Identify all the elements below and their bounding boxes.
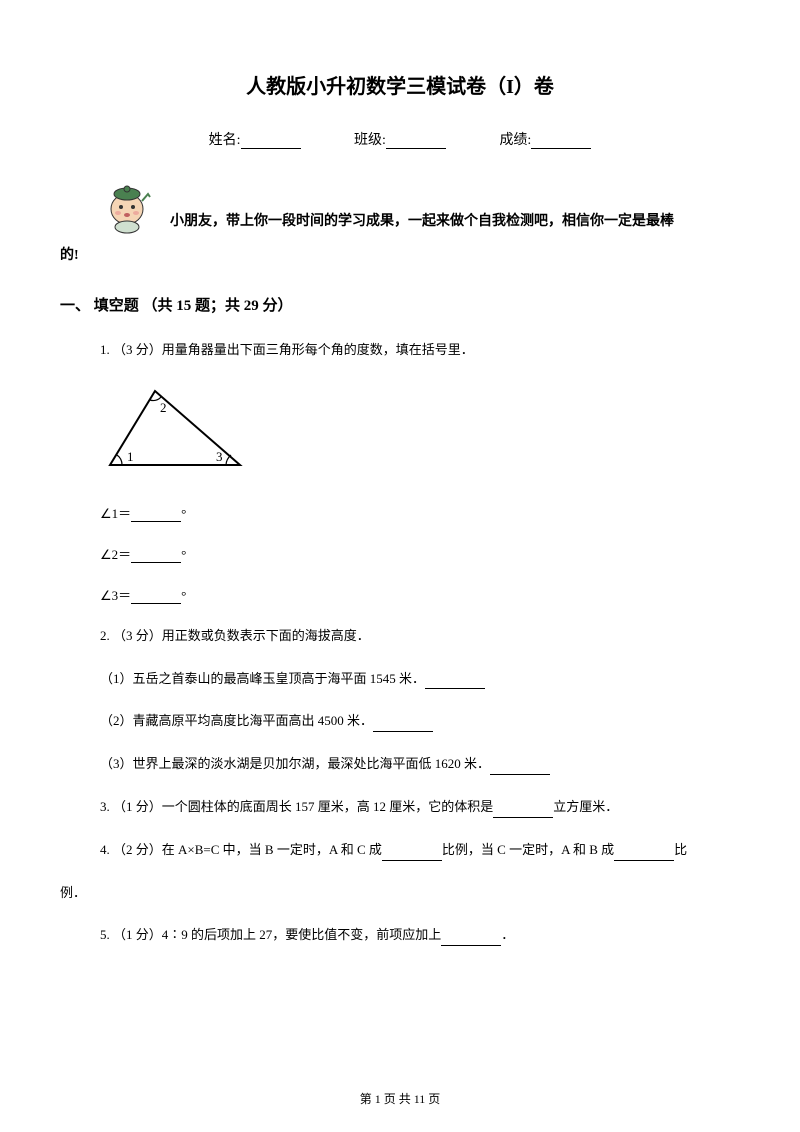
angle-1-line: ∠1＝ ° bbox=[60, 503, 740, 522]
page-footer: 第 1 页 共 11 页 bbox=[0, 1090, 800, 1107]
question-4-cont: 例． bbox=[60, 883, 740, 904]
question-2-sub1: （1）五岳之首泰山的最高峰玉皇顶高于海平面 1545 米． bbox=[60, 669, 740, 690]
q4-blank-1 bbox=[382, 849, 442, 861]
info-row: 姓名: 班级: 成绩: bbox=[60, 129, 740, 149]
q3-text-b: 立方厘米． bbox=[553, 799, 618, 814]
score-field: 成绩: bbox=[499, 129, 591, 149]
angle-3-label: ∠3＝ bbox=[100, 588, 131, 603]
q5-blank bbox=[441, 934, 501, 946]
angle-2-degree: ° bbox=[181, 547, 186, 562]
name-blank bbox=[241, 135, 301, 149]
question-2-sub3: （3）世界上最深的淡水湖是贝加尔湖，最深处比海平面低 1620 米． bbox=[60, 754, 740, 775]
q4-text-a: 4. （2 分）在 A×B=C 中，当 B 一定时，A 和 C 成 bbox=[100, 842, 382, 857]
q5-text-b: ． bbox=[501, 927, 514, 942]
angle-1-degree: ° bbox=[181, 506, 186, 521]
q2-sub3-text: （3）世界上最深的淡水湖是贝加尔湖，最深处比海平面低 1620 米． bbox=[100, 756, 490, 771]
encourage-row: 小朋友，带上你一段时间的学习成果，一起来做个自我检测吧，相信你一定是最棒 bbox=[100, 179, 740, 234]
question-2: 2. （3 分）用正数或负数表示下面的海拔高度． bbox=[60, 626, 740, 647]
q4-blank-2 bbox=[614, 849, 674, 861]
question-3: 3. （1 分）一个圆柱体的底面周长 157 厘米，高 12 厘米，它的体积是 立… bbox=[60, 797, 740, 818]
angle-3-line: ∠3＝ ° bbox=[60, 585, 740, 604]
class-field: 班级: bbox=[354, 129, 446, 149]
encourage-text-2: 的! bbox=[60, 244, 740, 264]
page-title: 人教版小升初数学三模试卷（I）卷 bbox=[60, 70, 740, 99]
q3-blank bbox=[493, 806, 553, 818]
question-2-sub2: （2）青藏高原平均高度比海平面高出 4500 米． bbox=[60, 711, 740, 732]
svg-text:2: 2 bbox=[160, 400, 167, 415]
q2-sub2-blank bbox=[373, 720, 433, 732]
class-blank bbox=[386, 135, 446, 149]
q4-text-c: 比 bbox=[674, 842, 687, 857]
section-1-header: 一、 填空题 （共 15 题；共 29 分） bbox=[60, 294, 740, 315]
name-label: 姓名: bbox=[209, 133, 241, 148]
svg-text:1: 1 bbox=[127, 449, 134, 464]
class-label: 班级: bbox=[354, 133, 386, 148]
question-4: 4. （2 分）在 A×B=C 中，当 B 一定时，A 和 C 成 比例，当 C … bbox=[60, 840, 740, 861]
question-1: 1. （3 分）用量角器量出下面三角形每个角的度数，填在括号里． bbox=[60, 340, 740, 361]
question-5: 5. （1 分）4∶9 的后项加上 27，要使比值不变，前项应加上 ． bbox=[60, 925, 740, 946]
angle-1-blank bbox=[131, 510, 181, 522]
triangle-figure: 1 2 3 bbox=[100, 383, 250, 478]
q2-sub2-text: （2）青藏高原平均高度比海平面高出 4500 米． bbox=[100, 713, 373, 728]
q5-text-a: 5. （1 分）4∶9 的后项加上 27，要使比值不变，前项应加上 bbox=[100, 927, 441, 942]
score-label: 成绩: bbox=[499, 133, 531, 148]
angle-2-blank bbox=[131, 551, 181, 563]
mascot-icon bbox=[100, 179, 155, 234]
angle-2-label: ∠2＝ bbox=[100, 547, 131, 562]
q2-sub3-blank bbox=[490, 763, 550, 775]
svg-text:3: 3 bbox=[216, 449, 223, 464]
score-blank bbox=[531, 135, 591, 149]
q3-text-a: 3. （1 分）一个圆柱体的底面周长 157 厘米，高 12 厘米，它的体积是 bbox=[100, 799, 493, 814]
name-field: 姓名: bbox=[209, 129, 301, 149]
angle-3-degree: ° bbox=[181, 588, 186, 603]
q4-text-b: 比例，当 C 一定时，A 和 B 成 bbox=[442, 842, 614, 857]
q2-sub1-blank bbox=[425, 677, 485, 689]
angle-3-blank bbox=[131, 592, 181, 604]
angle-2-line: ∠2＝ ° bbox=[60, 544, 740, 563]
encourage-text-1: 小朋友，带上你一段时间的学习成果，一起来做个自我检测吧，相信你一定是最棒 bbox=[170, 209, 740, 234]
angle-1-label: ∠1＝ bbox=[100, 506, 131, 521]
q2-sub1-text: （1）五岳之首泰山的最高峰玉皇顶高于海平面 1545 米． bbox=[100, 671, 425, 686]
